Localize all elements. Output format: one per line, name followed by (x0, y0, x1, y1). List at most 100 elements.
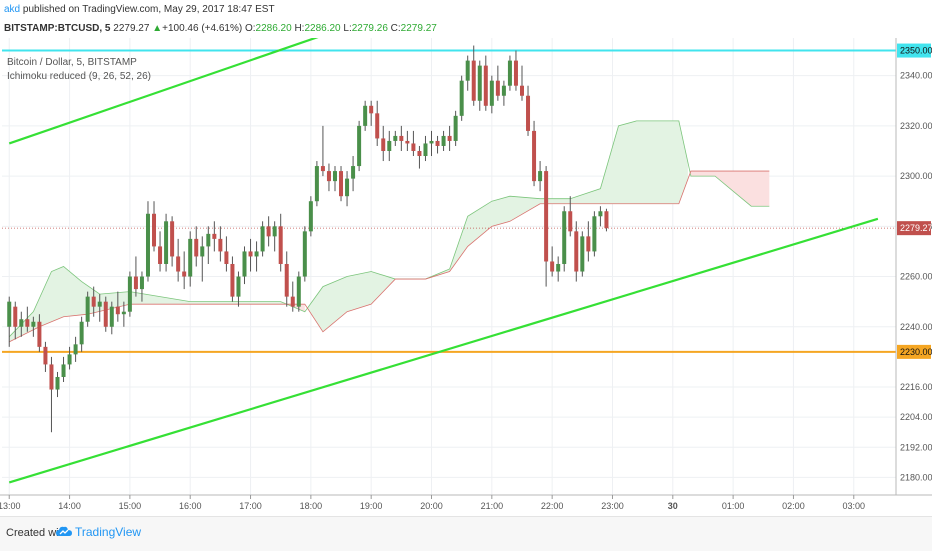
tradingview-cloud-icon (56, 526, 72, 536)
candle-body (598, 211, 603, 217)
candle (326, 163, 331, 192)
candle (429, 130, 434, 157)
time-tick-label: 30 (668, 501, 678, 511)
candle (357, 120, 362, 172)
legend-indicator[interactable]: Ichimoku reduced (9, 26, 52, 26) (7, 71, 151, 82)
candle (139, 271, 144, 302)
change-value: +100.46 (+4.61%) (162, 23, 243, 34)
candle-body (230, 263, 235, 297)
candle (308, 196, 313, 237)
candle-body (79, 321, 84, 345)
legend-symbol-title: Bitcoin / Dollar, 5, BITSTAMP (7, 57, 137, 68)
candle (212, 221, 217, 252)
candle-body (13, 306, 18, 327)
time-tick-label: 13:00 (0, 501, 21, 511)
last-price: 2279.27 (113, 23, 150, 34)
symbol-info-bar: BITSTAMP:BTCUSD, 5 2279.27 ▲+100.46 (+4.… (0, 20, 932, 38)
candle (513, 50, 518, 91)
candle-body (519, 85, 524, 96)
candle (200, 236, 205, 282)
candle (242, 246, 247, 285)
candle (49, 356, 54, 433)
price-chart[interactable]: 2180.00 2192.00 2204.00 2216.00 2240.00 2260.… (0, 9, 932, 515)
candles (7, 45, 609, 433)
candle-body (441, 135, 446, 146)
candle-body (556, 263, 561, 272)
candle-body (302, 231, 307, 277)
time-tick-label: 16:00 (179, 501, 202, 511)
time-tick-label: 21:00 (481, 501, 504, 511)
price-axis: 2180.00 2192.00 2204.00 2216.00 2240.00 2260.… (895, 38, 932, 515)
candle (13, 301, 18, 340)
price-tick-label: 2340.00 (900, 71, 932, 81)
published-text: published on TradingView.com, May 29, 20… (22, 4, 275, 15)
candle-body (465, 60, 470, 81)
candle-body (604, 211, 609, 229)
candle-body (85, 296, 90, 322)
candle (109, 301, 114, 335)
candle-body (513, 60, 518, 86)
candle (556, 256, 561, 282)
candle (501, 80, 506, 106)
candle (405, 130, 410, 151)
candle (260, 221, 265, 257)
candle (133, 256, 138, 297)
candle (465, 55, 470, 91)
candle (115, 291, 120, 322)
candle (170, 216, 175, 267)
candle (574, 221, 579, 282)
candle (526, 85, 531, 136)
candle (127, 271, 132, 317)
candle (351, 156, 356, 192)
candle (459, 75, 464, 121)
price-tick-label: 2216.00 (900, 382, 932, 392)
time-tick-label: 17:00 (239, 501, 262, 511)
symbol-label: BITSTAMP:BTCUSD, 5 (4, 23, 111, 34)
open-value: 2286.20 (255, 23, 292, 34)
candle-body (152, 213, 157, 247)
candle (544, 166, 549, 287)
candle (254, 241, 259, 272)
low-value: 2279.26 (351, 23, 388, 34)
time-tick-label: 15:00 (119, 501, 142, 511)
candle-body (67, 354, 72, 365)
time-tick-label: 22:00 (541, 501, 564, 511)
candle-body (290, 296, 295, 307)
candle (296, 271, 301, 312)
candle (7, 296, 12, 347)
candle (224, 236, 229, 272)
candle (79, 316, 84, 352)
candle (302, 226, 307, 282)
candle (272, 221, 277, 252)
candle (592, 211, 597, 257)
time-tick-label: 19:00 (360, 501, 383, 511)
candle (206, 226, 211, 264)
candle-body (471, 60, 476, 101)
candle-body (501, 85, 506, 96)
candle-body (194, 238, 199, 257)
price-axis-pane (896, 38, 932, 515)
tradingview-logo-link[interactable]: TradingView (56, 525, 141, 539)
candle-body (429, 140, 434, 144)
candle-body (242, 251, 247, 277)
candle-body (73, 344, 78, 355)
candle-body (483, 65, 488, 106)
time-tick-label: 20:00 (420, 501, 443, 511)
candle (278, 213, 283, 272)
candle (121, 301, 126, 327)
chart-area[interactable]: 2180.00 2192.00 2204.00 2216.00 2240.00 2260.… (0, 9, 932, 515)
resistance-price-label: 2350.00 (900, 46, 932, 56)
open-label: O: (244, 23, 256, 34)
candle (230, 256, 235, 302)
candle-body (495, 80, 500, 96)
author-link[interactable]: akd (4, 4, 21, 15)
candle-body (332, 171, 337, 182)
resistance-price-badge (897, 43, 931, 58)
candle-body (538, 171, 543, 182)
candle (67, 346, 72, 370)
candle (339, 166, 344, 202)
candle (441, 130, 446, 151)
candle-body (363, 105, 368, 126)
candle-body (357, 125, 362, 167)
created-with-label: Created with (6, 527, 68, 539)
